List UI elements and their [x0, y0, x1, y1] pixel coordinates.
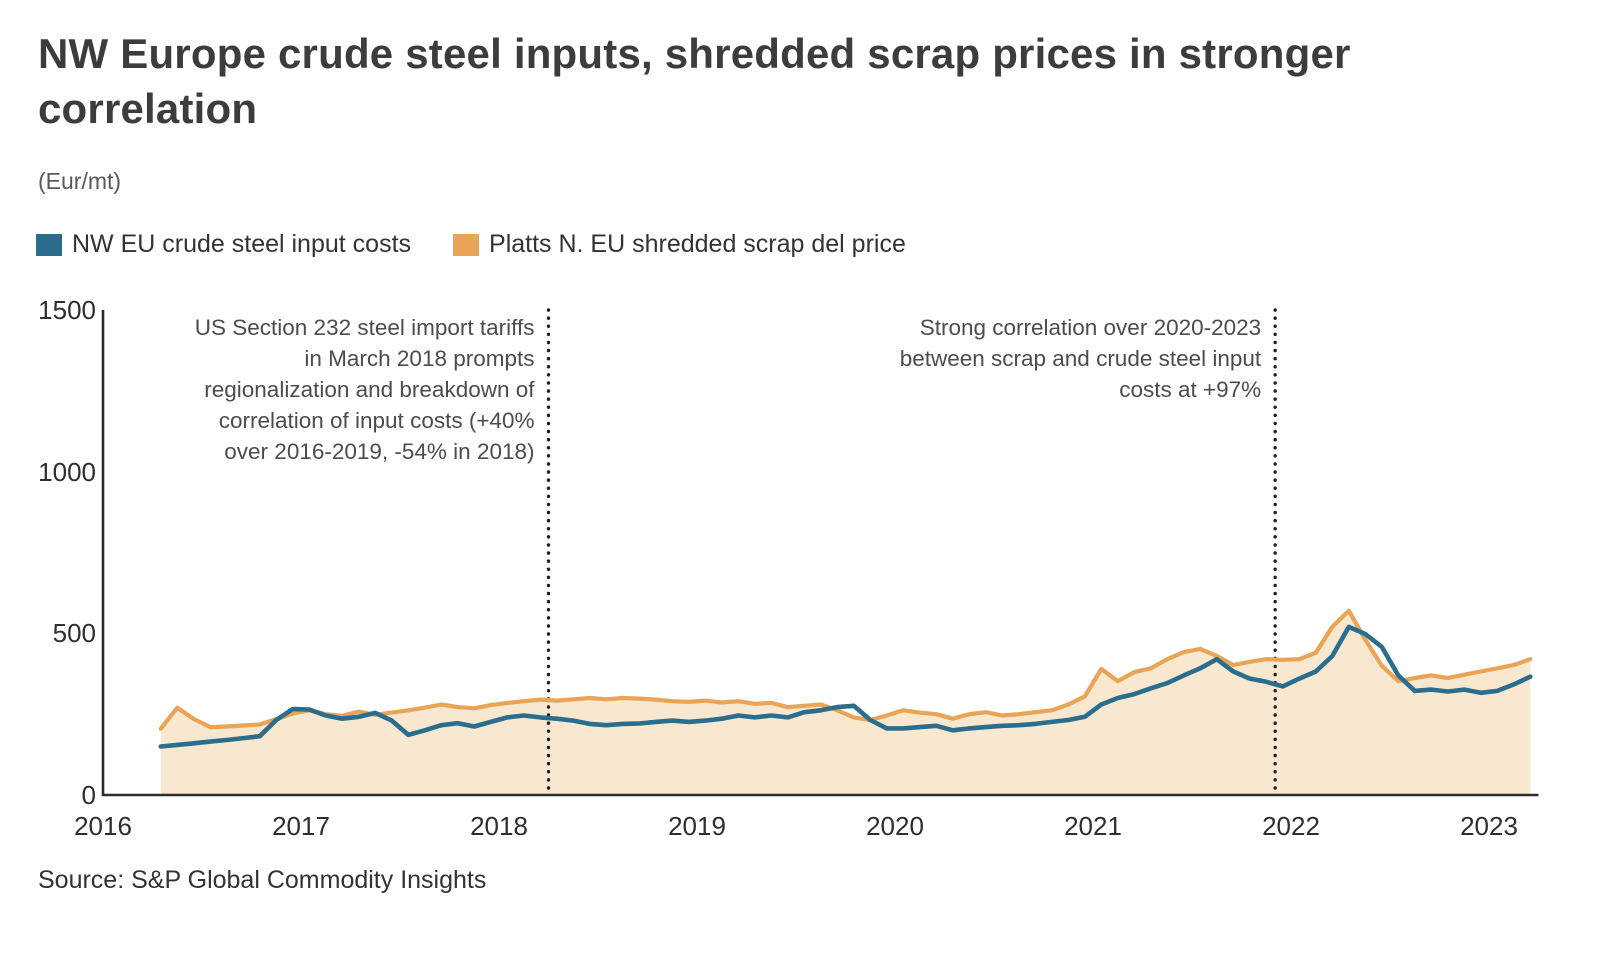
scrap-series-swatch-icon: [453, 233, 480, 256]
legend-item-steel: NW EU crude steel input costs: [36, 230, 411, 259]
x-tick-2023: 2023: [1460, 811, 1518, 841]
scrap-price-area: [160, 610, 1531, 795]
x-tick-2021: 2021: [1064, 811, 1122, 841]
chart-area: 0 500 1000 1500 2016 2017 2018 2019 2020 2021 202…: [0, 295, 1606, 856]
annotation-strong-correlation: Strong correlation over 2020-2023 betwee…: [899, 315, 1262, 403]
y-tick-500: 500: [52, 618, 96, 649]
legend: NW EU crude steel input costs Platts N. …: [36, 230, 906, 259]
x-tick-2017: 2017: [272, 811, 330, 841]
chart-plot: [101, 308, 1539, 797]
y-tick-1500: 1500: [38, 295, 96, 325]
scrap-price-line: [158, 608, 1533, 731]
y-tick-0: 0: [81, 780, 96, 810]
unit-label: (Eur/mt): [38, 168, 122, 194]
steel-input-line: [158, 624, 1533, 749]
y-tick-1000: 1000: [38, 456, 96, 487]
annotation-section-232: US Section 232 steel import tariffs in M…: [194, 315, 535, 465]
x-tick-2020: 2020: [866, 811, 924, 841]
axis-lines: [101, 310, 1539, 797]
legend-label-scrap: Platts N. EU shredded scrap del price: [489, 230, 906, 258]
source-note: Source: S&P Global Commodity Insights: [38, 866, 487, 894]
legend-label-steel: NW EU crude steel input costs: [72, 230, 412, 258]
steel-series-swatch-icon: [36, 233, 62, 256]
x-tick-2018: 2018: [470, 811, 528, 841]
x-tick-2016: 2016: [74, 811, 132, 841]
page-title: NW Europe crude steel inputs, shredded s…: [38, 30, 1351, 133]
x-tick-2019: 2019: [668, 811, 726, 841]
legend-item-scrap: Platts N. EU shredded scrap del price: [453, 230, 906, 259]
x-tick-2022: 2022: [1262, 811, 1320, 841]
